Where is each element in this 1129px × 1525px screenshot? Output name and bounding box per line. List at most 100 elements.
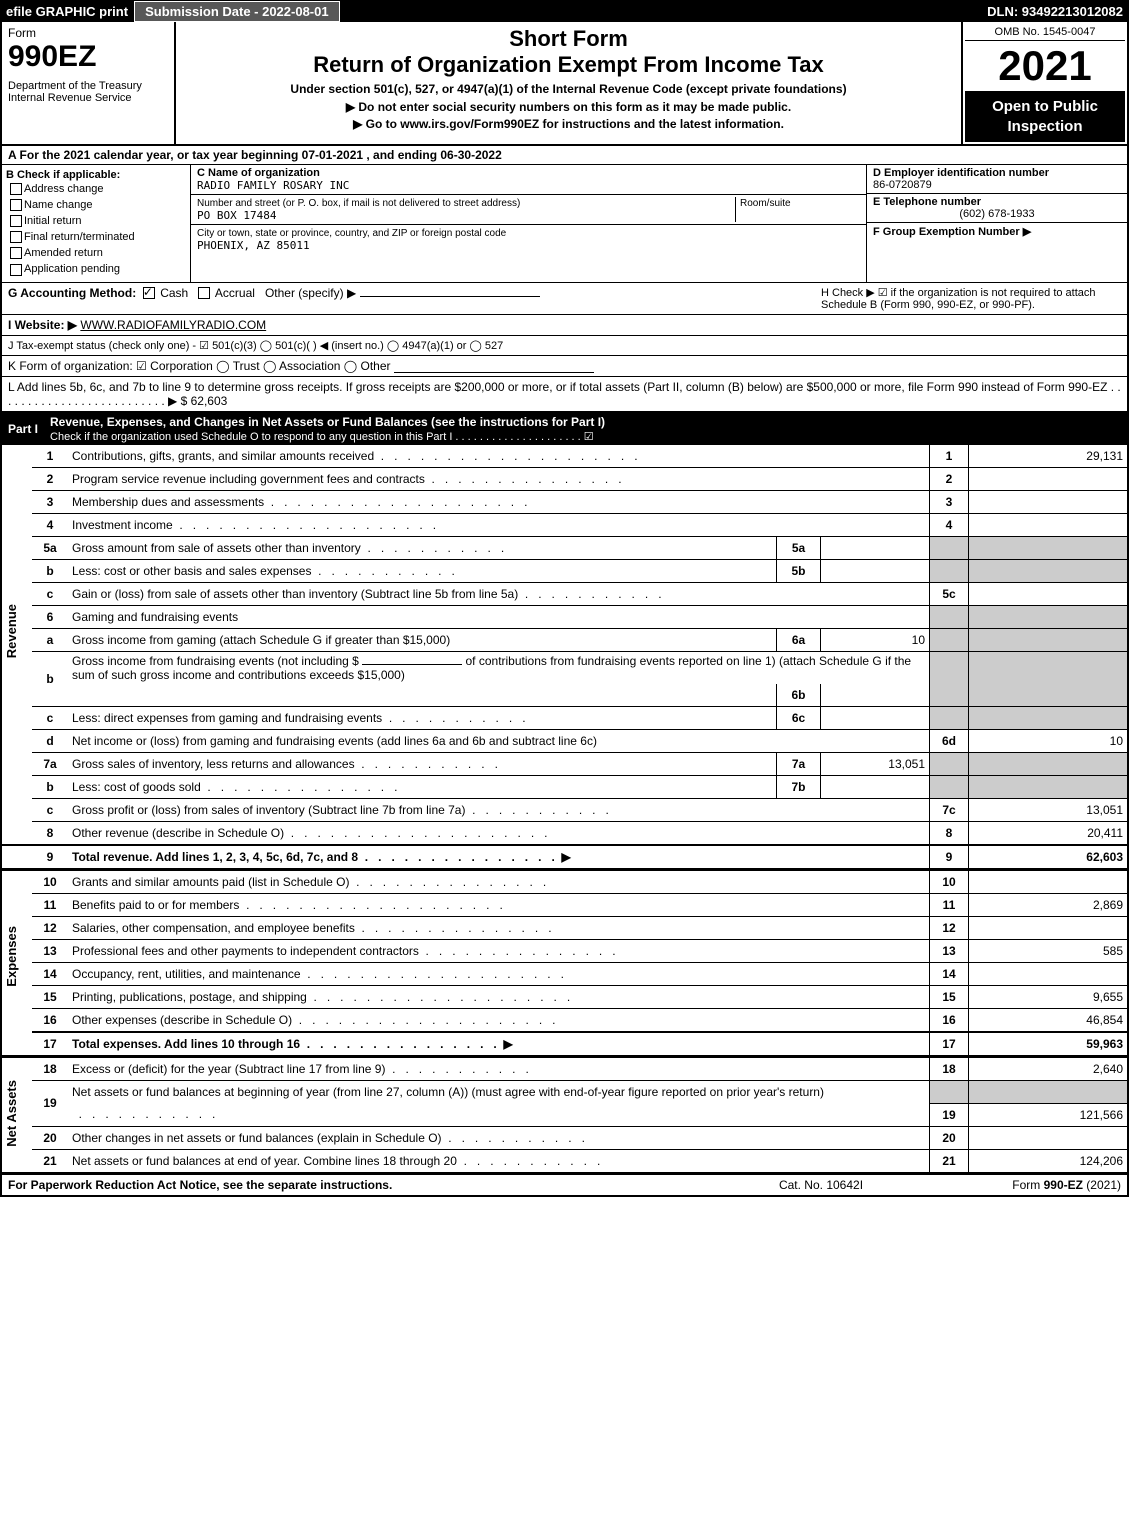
line-6b-mamt xyxy=(821,684,930,707)
line-10-num: 10 xyxy=(32,870,68,894)
line-16-amount: 46,854 xyxy=(969,1008,1129,1032)
line-h-schedule-b: H Check ▶ ☑ if the organization is not r… xyxy=(815,286,1121,311)
line-4-text: Investment income xyxy=(72,518,436,532)
line-6b-input[interactable] xyxy=(362,664,462,665)
line-21-num: 21 xyxy=(32,1149,68,1172)
ein-value: 86-0720879 xyxy=(873,179,932,191)
efile-label[interactable]: efile GRAPHIC print xyxy=(0,4,134,19)
line-4-rnum: 4 xyxy=(930,513,969,536)
check-initial-return[interactable]: Initial return xyxy=(6,213,186,229)
line-2-rnum: 2 xyxy=(930,467,969,490)
line-5b-num: b xyxy=(32,559,68,582)
form-of-organization: K Form of organization: ☑ Corporation ◯ … xyxy=(8,359,391,373)
line-7a-blocked xyxy=(930,752,969,775)
line-1-amount: 29,131 xyxy=(969,445,1129,468)
other-specify: Other (specify) ▶ xyxy=(265,286,356,300)
line-1-num: 1 xyxy=(32,445,68,468)
line-20-text: Other changes in net assets or fund bala… xyxy=(72,1131,585,1145)
form-number: 990EZ xyxy=(8,40,168,74)
line-2-text: Program service revenue including govern… xyxy=(72,472,622,486)
check-address-change[interactable]: Address change xyxy=(6,181,186,197)
line-20-rnum: 20 xyxy=(930,1126,969,1149)
line-7a-mamt: 13,051 xyxy=(821,752,930,775)
form-word: Form xyxy=(8,26,168,40)
line-2-num: 2 xyxy=(32,467,68,490)
line-1-text: Contributions, gifts, grants, and simila… xyxy=(72,449,638,463)
line-8-num: 8 xyxy=(32,821,68,845)
expenses-table: Expenses 10 Grants and similar amounts p… xyxy=(0,869,1129,1056)
check-accrual[interactable] xyxy=(198,287,210,299)
line-6a-num: a xyxy=(32,628,68,651)
line-12-text: Salaries, other compensation, and employ… xyxy=(72,921,552,935)
line-5b-blocked xyxy=(930,559,969,582)
street-value: PO BOX 17484 xyxy=(197,209,276,222)
go-to-link[interactable]: ▶ Go to www.irs.gov/Form990EZ for instru… xyxy=(182,117,955,131)
check-final-return[interactable]: Final return/terminated xyxy=(6,229,186,245)
line-7c-rnum: 7c xyxy=(930,798,969,821)
line-16-num: 16 xyxy=(32,1008,68,1032)
org-name-value: RADIO FAMILY ROSARY INC xyxy=(197,179,349,192)
line-7c-num: c xyxy=(32,798,68,821)
col-b-header: B Check if applicable: xyxy=(6,169,186,181)
other-org-input[interactable] xyxy=(394,359,594,373)
line-14-amount xyxy=(969,962,1129,985)
tax-year: 2021 xyxy=(965,41,1125,91)
line-7c-text: Gross profit or (loss) from sales of inv… xyxy=(72,803,609,817)
header-right: OMB No. 1545-0047 2021 Open to Public In… xyxy=(961,22,1127,144)
other-specify-input[interactable] xyxy=(360,296,540,297)
line-9-amount: 62,603 xyxy=(969,845,1129,869)
line-18-num: 18 xyxy=(32,1057,68,1081)
line-19-text: Net assets or fund balances at beginning… xyxy=(68,1080,930,1103)
submission-date-button[interactable]: Submission Date - 2022-08-01 xyxy=(134,1,340,22)
check-amended-return[interactable]: Amended return xyxy=(6,245,186,261)
line-18-amount: 2,640 xyxy=(969,1057,1129,1081)
line-10-amount xyxy=(969,870,1129,894)
line-7b-blocked xyxy=(930,775,969,798)
ein-label: D Employer identification number xyxy=(873,167,1049,179)
line-20-num: 20 xyxy=(32,1126,68,1149)
line-5b-text: Less: cost or other basis and sales expe… xyxy=(72,564,455,578)
column-b-checkboxes: B Check if applicable: Address change Na… xyxy=(2,165,191,282)
line-16-text: Other expenses (describe in Schedule O) xyxy=(72,1013,556,1027)
line-3-amount xyxy=(969,490,1129,513)
open-public-inspection: Open to Public Inspection xyxy=(965,91,1125,142)
line-9-num: 9 xyxy=(32,845,68,869)
line-19-amount: 121,566 xyxy=(969,1103,1129,1126)
line-5c-rnum: 5c xyxy=(930,582,969,605)
part-1-header: Part I Revenue, Expenses, and Changes in… xyxy=(0,413,1129,445)
line-5b-mamt xyxy=(821,559,930,582)
line-i-website: I Website: ▶ WWW.RADIOFAMILYRADIO.COM xyxy=(0,315,1129,336)
line-5b-amt-blocked xyxy=(969,559,1129,582)
form-footer: Form 990-EZ (2021) xyxy=(921,1178,1121,1192)
omb-number: OMB No. 1545-0047 xyxy=(965,24,1125,41)
line-6b-amt-blocked xyxy=(969,651,1129,706)
check-application-pending[interactable]: Application pending xyxy=(6,261,186,277)
line-k-form-org: K Form of organization: ☑ Corporation ◯ … xyxy=(0,356,1129,377)
line-5a-blocked xyxy=(930,536,969,559)
line-9-text: Total revenue. Add lines 1, 2, 3, 4, 5c,… xyxy=(72,850,358,864)
line-21-text: Net assets or fund balances at end of ye… xyxy=(72,1154,600,1168)
line-6a-text: Gross income from gaming (attach Schedul… xyxy=(68,628,777,651)
line-6c-amt-blocked xyxy=(969,706,1129,729)
line-11-amount: 2,869 xyxy=(969,893,1129,916)
line-5b-mnum: 5b xyxy=(777,559,821,582)
line-8-rnum: 8 xyxy=(930,821,969,845)
line-7a-amt-blocked xyxy=(969,752,1129,775)
city-value: PHOENIX, AZ 85011 xyxy=(197,239,310,252)
revenue-side-label: Revenue xyxy=(1,445,32,845)
line-12-amount xyxy=(969,916,1129,939)
line-6a-amt-blocked xyxy=(969,628,1129,651)
website-link[interactable]: WWW.RADIOFAMILYRADIO.COM xyxy=(80,318,266,332)
line-6b-text1: Gross income from fundraising events (no… xyxy=(72,654,359,668)
line-5a-num: 5a xyxy=(32,536,68,559)
column-c-org-name: C Name of organization RADIO FAMILY ROSA… xyxy=(191,165,867,282)
line-6d-num: d xyxy=(32,729,68,752)
line-5a-mamt xyxy=(821,536,930,559)
line-14-rnum: 14 xyxy=(930,962,969,985)
check-cash[interactable] xyxy=(143,287,155,299)
check-name-change[interactable]: Name change xyxy=(6,197,186,213)
telephone-value: (602) 678-1933 xyxy=(873,208,1121,220)
line-15-amount: 9,655 xyxy=(969,985,1129,1008)
telephone-label: E Telephone number xyxy=(873,196,981,208)
line-7c-amount: 13,051 xyxy=(969,798,1129,821)
